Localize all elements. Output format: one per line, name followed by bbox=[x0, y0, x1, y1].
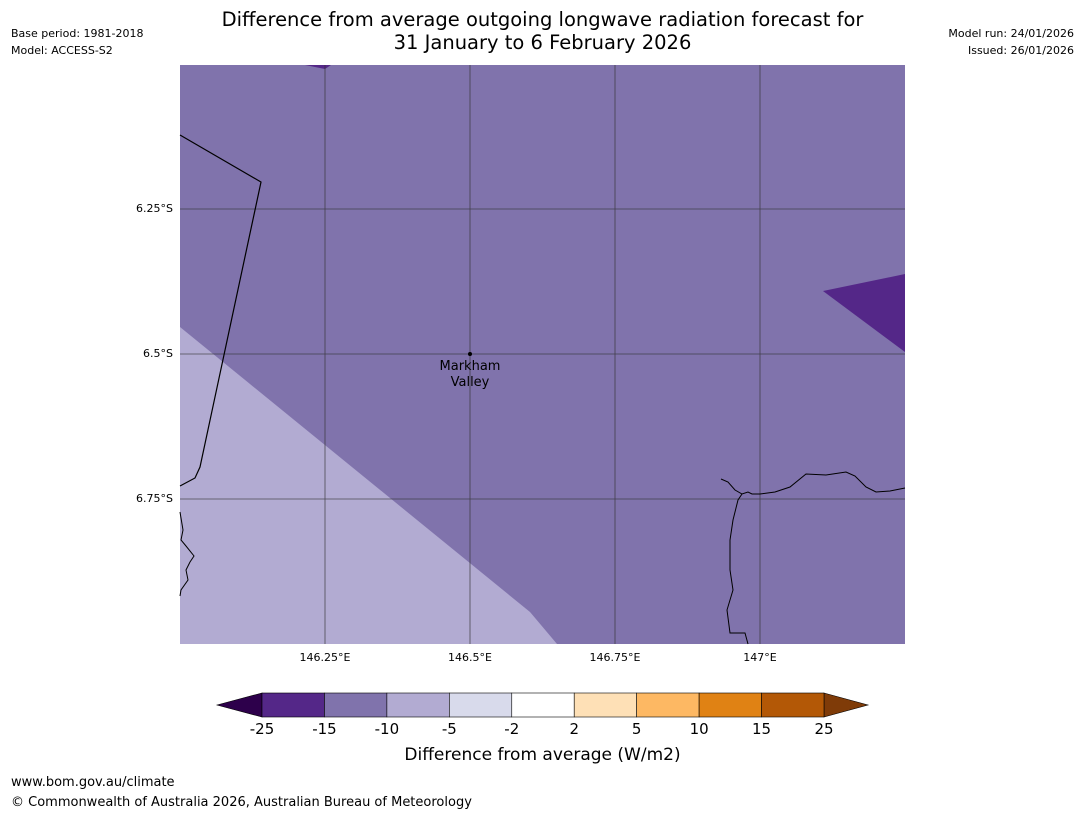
map-region-dark-right bbox=[823, 274, 905, 352]
colorbar-tick-label: 5 bbox=[631, 720, 642, 738]
colorbar-tick-label: -2 bbox=[504, 720, 520, 738]
colorbar-boxes bbox=[261, 692, 825, 718]
place-label-line-2: Valley bbox=[450, 375, 490, 390]
lon-tick: 146.5°E bbox=[448, 651, 492, 664]
map-region-dark-top bbox=[305, 65, 331, 69]
meta-left: Base period: 1981-2018 Model: ACCESS-S2 bbox=[11, 25, 143, 59]
colorbar-box bbox=[261, 692, 325, 718]
chart-title: Difference from average outgoing longwav… bbox=[0, 8, 1085, 54]
colorbar-box bbox=[573, 692, 637, 718]
lat-tick: 6.5°S bbox=[143, 347, 173, 360]
colorbar-box bbox=[324, 692, 388, 718]
colorbar-tick-label: 15 bbox=[752, 720, 772, 738]
base-period: Base period: 1981-2018 bbox=[11, 27, 144, 40]
lat-tick: 6.25°S bbox=[136, 202, 173, 215]
colorbar-tick-label: 25 bbox=[814, 720, 834, 738]
place-label-line-1: Markham bbox=[439, 359, 501, 374]
colorbar-box bbox=[636, 692, 700, 718]
colorbar-box bbox=[386, 692, 450, 718]
river-coast bbox=[726, 493, 749, 645]
colorbar-tick-label: -5 bbox=[441, 720, 457, 738]
lon-tick: 146.75°E bbox=[589, 651, 641, 664]
issued-date: Issued: 26/01/2026 bbox=[967, 44, 1074, 57]
colorbar-tick-label: 10 bbox=[689, 720, 709, 738]
colorbar-over-arrow bbox=[823, 692, 870, 718]
colorbar-box bbox=[511, 692, 575, 718]
footer-url[interactable]: www.bom.gov.au/climate bbox=[11, 775, 175, 790]
lon-tick: 147°E bbox=[743, 651, 777, 664]
title-line-1: Difference from average outgoing longwav… bbox=[221, 8, 864, 31]
place-label: Markham Valley bbox=[424, 359, 516, 391]
model-name: Model: ACCESS-S2 bbox=[11, 44, 113, 57]
model-run: Model run: 24/01/2026 bbox=[948, 27, 1074, 40]
colorbar-tick-label: 2 bbox=[569, 720, 579, 738]
footer-copyright: © Commonwealth of Australia 2026, Austra… bbox=[11, 795, 472, 810]
map-region-light bbox=[180, 327, 557, 644]
lon-tick: 146.25°E bbox=[299, 651, 351, 664]
gridlines bbox=[180, 65, 905, 644]
colorbar-box bbox=[449, 692, 513, 718]
colorbar-tick-label: -25 bbox=[249, 720, 275, 738]
lat-tick: 6.75°S bbox=[136, 492, 173, 505]
colorbar-under-arrow bbox=[215, 692, 263, 718]
colorbar-label: Difference from average (W/m2) bbox=[404, 745, 681, 765]
province-boundary bbox=[179, 134, 262, 487]
colorbar-tick-label: -10 bbox=[374, 720, 400, 738]
colorbar-tick-label: -15 bbox=[312, 720, 337, 738]
meta-right: Model run: 24/01/2026 Issued: 26/01/2026 bbox=[948, 25, 1074, 59]
colorbar-box bbox=[761, 692, 825, 718]
title-line-2: 31 January to 6 February 2026 bbox=[393, 31, 692, 54]
location-marker bbox=[468, 352, 472, 356]
coastline-left bbox=[179, 511, 195, 597]
coastline-right bbox=[720, 471, 906, 495]
colorbar-box bbox=[698, 692, 762, 718]
